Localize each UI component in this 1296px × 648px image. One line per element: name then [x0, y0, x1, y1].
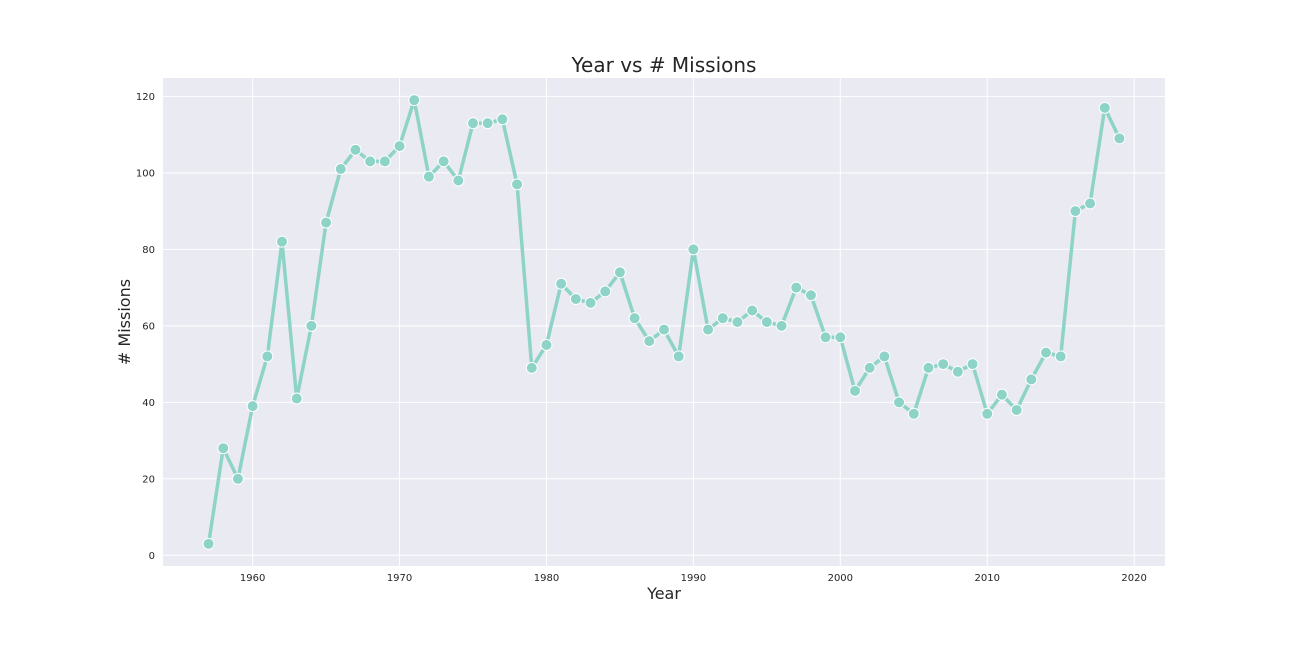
data-point — [760, 316, 773, 328]
data-point — [393, 140, 406, 153]
data-point — [1054, 350, 1067, 363]
x-tick-label: 1980 — [534, 573, 559, 584]
x-tick-label: 2020 — [1121, 573, 1146, 584]
data-point — [804, 289, 817, 302]
data-point — [599, 285, 612, 298]
data-point — [848, 384, 861, 397]
data-point — [276, 235, 289, 248]
data-point — [555, 277, 568, 290]
y-tick-label: 120 — [136, 92, 155, 103]
data-point — [643, 335, 656, 348]
data-point — [966, 358, 979, 371]
x-tick-label: 1970 — [387, 573, 412, 584]
y-axis-label: # Missions — [115, 279, 134, 365]
data-point — [569, 293, 582, 306]
data-point — [1069, 205, 1082, 218]
data-point — [437, 155, 450, 168]
x-tick-label: 2010 — [974, 573, 999, 584]
x-axis-label: Year — [646, 584, 681, 603]
data-point — [716, 312, 729, 325]
data-point — [525, 361, 538, 374]
data-point — [775, 319, 788, 332]
x-tick-label: 1960 — [240, 573, 265, 584]
data-point — [1039, 346, 1052, 359]
chart-title: Year vs # Missions — [571, 53, 757, 77]
plot-area — [163, 78, 1165, 566]
data-point — [334, 163, 347, 176]
y-axis-ticks: 0 20 40 60 80 100 120 — [136, 92, 155, 562]
data-point — [261, 350, 274, 363]
data-point — [217, 442, 230, 455]
data-point — [305, 319, 318, 332]
data-points — [202, 94, 1126, 550]
data-point — [452, 174, 465, 187]
data-point — [481, 117, 494, 130]
data-point — [628, 312, 641, 325]
data-point — [878, 350, 891, 363]
data-point — [231, 472, 244, 485]
data-point — [290, 392, 303, 405]
data-point — [702, 323, 715, 336]
data-point — [672, 350, 685, 363]
data-point — [922, 361, 935, 374]
data-point — [1025, 373, 1038, 386]
x-tick-label: 2000 — [828, 573, 853, 584]
data-point — [1010, 403, 1023, 416]
data-point — [937, 358, 950, 371]
data-point — [687, 243, 700, 256]
data-point — [408, 94, 421, 107]
data-point — [893, 396, 906, 409]
data-point — [511, 178, 524, 191]
data-point — [584, 296, 597, 309]
data-point — [658, 323, 670, 336]
data-point — [951, 365, 964, 378]
y-tick-label: 20 — [142, 474, 155, 485]
data-point — [496, 113, 509, 126]
data-point — [422, 170, 435, 183]
y-tick-label: 80 — [142, 245, 155, 256]
data-point — [378, 155, 391, 168]
data-point — [995, 388, 1008, 401]
x-tick-label: 1990 — [681, 573, 706, 584]
y-tick-label: 0 — [149, 551, 155, 562]
y-tick-label: 60 — [142, 321, 155, 332]
data-point — [1113, 132, 1126, 145]
data-point — [540, 338, 553, 351]
y-tick-label: 100 — [136, 168, 155, 179]
data-point — [202, 537, 215, 550]
data-point — [613, 266, 626, 279]
data-point — [790, 281, 803, 294]
data-point — [246, 400, 259, 413]
data-point — [320, 216, 333, 229]
data-point — [834, 331, 847, 344]
data-point — [981, 407, 994, 420]
data-point — [467, 117, 480, 130]
data-point — [907, 407, 920, 420]
data-point — [819, 331, 832, 344]
data-point — [1098, 101, 1111, 114]
y-tick-label: 40 — [142, 398, 155, 409]
data-point — [364, 155, 377, 168]
data-point — [349, 143, 362, 156]
data-point — [731, 316, 744, 328]
data-point — [863, 361, 876, 374]
data-point — [746, 304, 759, 317]
x-axis-ticks: 1960 1970 1980 1990 2000 2010 2020 — [240, 573, 1147, 584]
data-point — [1084, 197, 1097, 210]
